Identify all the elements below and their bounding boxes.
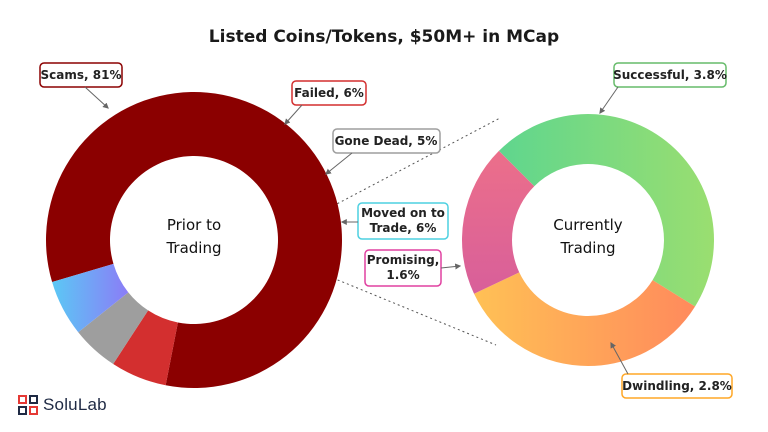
label-promising: Promising, 1.6% <box>364 249 462 287</box>
label-successful: Successful, 3.8% <box>599 62 727 114</box>
connector-line-bottom <box>332 277 497 346</box>
svg-text:Moved on to: Moved on to <box>361 206 445 220</box>
slice-moved-on-to-trade <box>52 263 129 333</box>
svg-text:Scams, 81%: Scams, 81% <box>41 68 122 82</box>
svg-text:Successful, 3.8%: Successful, 3.8% <box>613 68 727 82</box>
svg-text:1.6%: 1.6% <box>386 268 419 282</box>
solulab-logo-text: SoluLab <box>43 395 107 414</box>
svg-text:Trade, 6%: Trade, 6% <box>370 221 437 235</box>
label-gone-dead: Gone Dead, 5% <box>325 128 441 175</box>
center-label-prior-line2: Trading <box>165 239 221 257</box>
donut-prior-to-trading <box>46 92 343 388</box>
label-moved-on-to-trade: Moved on to Trade, 6% <box>340 202 449 240</box>
connector-line-top <box>332 117 501 207</box>
label-dwindling: Dwindling, 2.8% <box>610 341 733 399</box>
slice-successful <box>498 114 714 307</box>
solulab-logo-icon <box>18 395 38 415</box>
chart-title: Listed Coins/Tokens, $50M+ in MCap <box>209 27 559 47</box>
svg-text:Failed, 6%: Failed, 6% <box>294 86 364 100</box>
slice-gone-dead <box>78 292 149 364</box>
slice-dwindling <box>474 272 696 366</box>
slice-scams <box>46 92 343 388</box>
donut-currently-trading <box>462 114 714 366</box>
center-label-current-line1: Currently <box>553 216 623 234</box>
slice-failed <box>113 310 178 386</box>
label-scams: Scams, 81% <box>39 62 123 109</box>
solulab-logo: SoluLab <box>18 395 107 415</box>
svg-text:Promising,: Promising, <box>367 253 440 267</box>
slice-promising <box>462 150 535 294</box>
svg-text:Dwindling, 2.8%: Dwindling, 2.8% <box>622 379 732 393</box>
center-label-current-line2: Trading <box>559 239 615 257</box>
label-failed: Failed, 6% <box>284 80 367 125</box>
center-label-prior-line1: Prior to <box>167 216 221 234</box>
svg-text:Gone Dead, 5%: Gone Dead, 5% <box>335 134 438 148</box>
